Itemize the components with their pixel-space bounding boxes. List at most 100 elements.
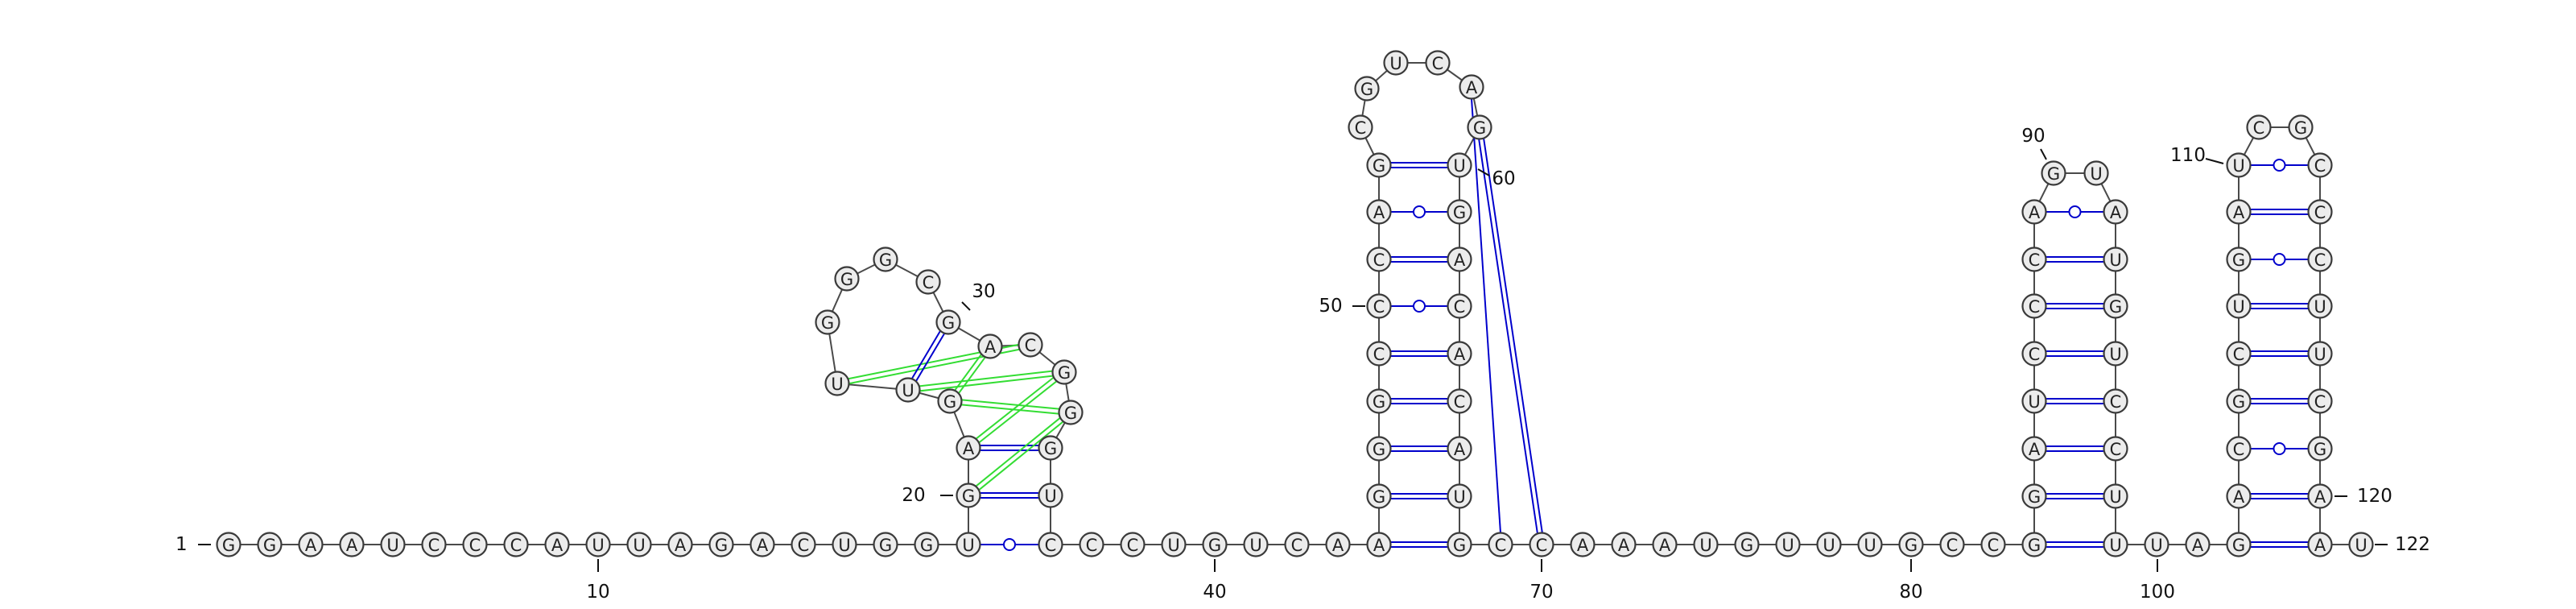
position-label: 80 xyxy=(1899,582,1922,603)
nucleotide-letter: A xyxy=(985,338,997,357)
nucleotide: G xyxy=(1734,532,1760,557)
nucleotide: A xyxy=(1447,341,1472,367)
nucleotide: U xyxy=(626,532,652,557)
nucleotide: A xyxy=(2185,532,2211,557)
nucleotide: A xyxy=(2103,199,2128,225)
nucleotide: G xyxy=(937,388,963,414)
nucleotide-letter: C xyxy=(469,536,481,555)
nucleotide-letter: C xyxy=(2314,203,2326,222)
nucleotide-letter: C xyxy=(2314,156,2326,176)
nucleotide: G xyxy=(873,532,898,557)
nucleotide-letter: A xyxy=(2314,487,2326,507)
nucleotide: C xyxy=(791,532,816,557)
nucleotide-letter: A xyxy=(2110,203,2122,222)
nucleotide: G xyxy=(2103,293,2128,319)
nucleotide: U xyxy=(2103,532,2128,557)
nucleotide: G xyxy=(1366,483,1392,509)
nucleotide-letter: A xyxy=(551,536,564,555)
nucleotide-letter: C xyxy=(1373,345,1385,364)
nucleotide-letter: G xyxy=(1058,363,1071,383)
nucleotide-letter: G xyxy=(2232,392,2245,412)
nucleotide: G xyxy=(2288,114,2314,140)
nucleotide: G xyxy=(1366,436,1392,462)
nucleotide: A xyxy=(667,532,693,557)
nucleotide: G xyxy=(257,532,283,557)
nucleotide-letter: U xyxy=(2028,392,2040,412)
nucleotide: U xyxy=(1693,532,1719,557)
position-label: 40 xyxy=(1203,582,1226,603)
nucleotide-letter: G xyxy=(2028,487,2041,507)
nucleotide: C xyxy=(1284,532,1310,557)
nucleotide: U xyxy=(895,377,921,403)
nucleotide-letter: C xyxy=(2029,345,2041,364)
nucleotide-letter: U xyxy=(1453,487,1465,507)
nucleotide-letter: G xyxy=(879,536,892,555)
position-label: 10 xyxy=(586,582,609,603)
nucleotide: G xyxy=(2226,532,2252,557)
position-label: 50 xyxy=(1319,296,1342,317)
nucleotide-letter: G xyxy=(263,536,276,555)
nucleotide: C xyxy=(2021,246,2047,272)
nucleotide-letter: C xyxy=(1373,297,1385,317)
nucleotide: C xyxy=(2103,436,2128,462)
nucleotide: C xyxy=(2246,114,2272,140)
nucleotide: C xyxy=(1447,293,1472,319)
nucleotide: U xyxy=(1447,152,1472,178)
base-pair-layer xyxy=(848,98,2309,551)
nucleotide-letter: G xyxy=(920,536,933,555)
nucleotide-letter: G xyxy=(962,487,975,506)
nucleotide-letter: C xyxy=(2233,440,2245,459)
nucleotide-letter: G xyxy=(1208,536,1221,555)
nucleotide: G xyxy=(956,483,981,508)
nucleotide-letter: A xyxy=(2192,536,2204,555)
nucleotide: A xyxy=(1611,532,1637,557)
nucleotide-letter: U xyxy=(1864,536,1876,555)
nucleotide: C xyxy=(1079,532,1104,557)
nucleotide-letter: U xyxy=(2355,536,2367,555)
nucleotide: U xyxy=(2307,341,2333,367)
nucleotide-letter: U xyxy=(2109,536,2121,555)
nucleotide: U xyxy=(1447,483,1472,509)
nucleotide-letter: A xyxy=(1454,251,1466,270)
nucleotide-letter: A xyxy=(2314,536,2326,555)
nucleotide-letter: U xyxy=(1453,156,1465,176)
nucleotide: A xyxy=(2226,483,2252,509)
nucleotide-letter: A xyxy=(1454,345,1466,364)
nucleotide-letter: C xyxy=(2029,297,2041,317)
nucleotide-letter: G xyxy=(1453,203,1466,222)
nucleotide: A xyxy=(1447,246,1472,272)
nucleotide: C xyxy=(462,532,488,557)
nucleotide-letter: G xyxy=(879,251,892,270)
nucleotide: A xyxy=(1459,74,1484,100)
nucleotide: C xyxy=(1447,388,1472,414)
nucleotide: G xyxy=(1366,388,1392,414)
nucleotide: U xyxy=(2307,293,2333,319)
nucleotide: G xyxy=(2226,246,2252,272)
nucleotide: C xyxy=(2307,199,2333,225)
nucleotide-letter: A xyxy=(1454,440,1466,459)
nucleotide: C xyxy=(2226,341,2252,367)
nucleotide-letter: A xyxy=(1332,536,1344,555)
nucleotide: A xyxy=(1652,532,1678,557)
nucleotide: C xyxy=(1529,532,1554,557)
nucleotide: G xyxy=(2307,436,2333,462)
nucleotide: C xyxy=(2021,293,2047,319)
nucleotide: G xyxy=(873,246,898,272)
nucleotide: G xyxy=(834,266,860,292)
nucleotide-letter: C xyxy=(1946,536,1959,555)
nucleotide: G xyxy=(2021,483,2047,509)
nucleotide-letter: G xyxy=(2028,536,2041,555)
nucleotide: C xyxy=(2307,246,2333,272)
nucleotide-letter: G xyxy=(943,392,956,412)
nucleotide: A xyxy=(749,532,775,557)
nucleotide: U xyxy=(2226,152,2252,178)
nucleotide: C xyxy=(915,269,941,295)
nucleotide-letter: A xyxy=(2233,203,2245,222)
nucleotide-letter: U xyxy=(962,536,974,555)
nucleotide-letter: U xyxy=(1781,536,1794,555)
nucleotide-letter: C xyxy=(923,273,935,292)
nucleotide: A xyxy=(2021,436,2047,462)
nucleotide: C xyxy=(1425,50,1451,76)
nucleotide-letter: U xyxy=(1044,487,1056,506)
nucleotide-letter: A xyxy=(757,536,769,555)
